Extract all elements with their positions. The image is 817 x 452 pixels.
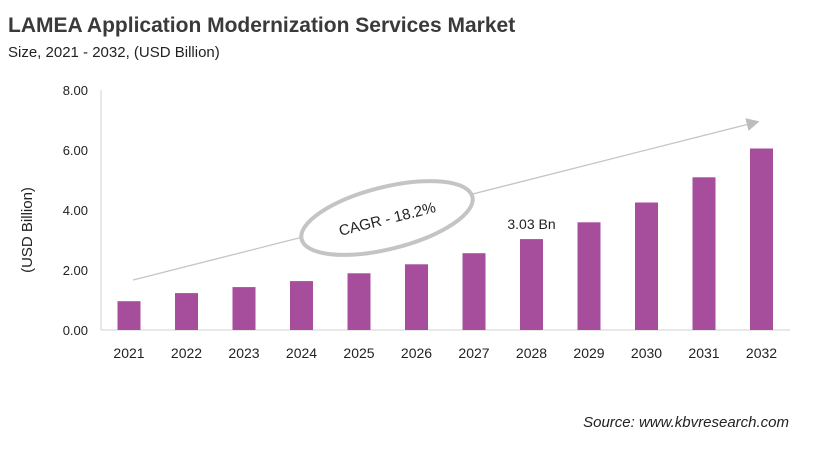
y-tick-label: 8.00: [63, 83, 88, 98]
y-tick-label: 0.00: [63, 323, 88, 338]
x-tick-label: 2030: [631, 345, 662, 361]
y-tick-label: 6.00: [63, 143, 88, 158]
bar-2030: [635, 202, 658, 330]
x-tick-label: 2029: [573, 345, 604, 361]
x-tick-label: 2025: [343, 345, 374, 361]
x-tick-label: 2026: [401, 345, 432, 361]
bar-2024: [290, 281, 313, 330]
bar-2028: [520, 239, 543, 330]
y-tick-label: 2.00: [63, 263, 88, 278]
bar-2026: [405, 264, 428, 330]
chart-title: LAMEA Application Modernization Services…: [8, 14, 516, 37]
bar-2025: [347, 273, 371, 330]
cagr-ellipse: [299, 179, 475, 257]
bar-2029: [577, 222, 601, 330]
x-tick-label: 2021: [113, 345, 144, 361]
x-tick-label: 2028: [516, 345, 547, 361]
y-axis-label: (USD Billion): [19, 187, 36, 273]
bar-2031: [692, 177, 716, 330]
chart-subtitle: Size, 2021 - 2032, (USD Billion): [8, 44, 220, 61]
x-tick-label: 2023: [228, 345, 259, 361]
bar-2023: [232, 287, 256, 330]
x-tick-label: 2024: [286, 345, 317, 361]
source-note: Source: www.kbvresearch.com: [583, 414, 789, 431]
x-tick-label: 2032: [746, 345, 777, 361]
bar-2027: [462, 253, 486, 330]
data-label: 3.03 Bn: [507, 216, 555, 232]
bar-2032: [750, 148, 773, 330]
x-tick-label: 2022: [171, 345, 202, 361]
y-tick-label: 4.00: [63, 203, 88, 218]
x-tick-label: 2031: [688, 345, 719, 361]
bar-2022: [175, 293, 198, 330]
x-tick-label: 2027: [458, 345, 489, 361]
bar-2021: [117, 301, 141, 330]
